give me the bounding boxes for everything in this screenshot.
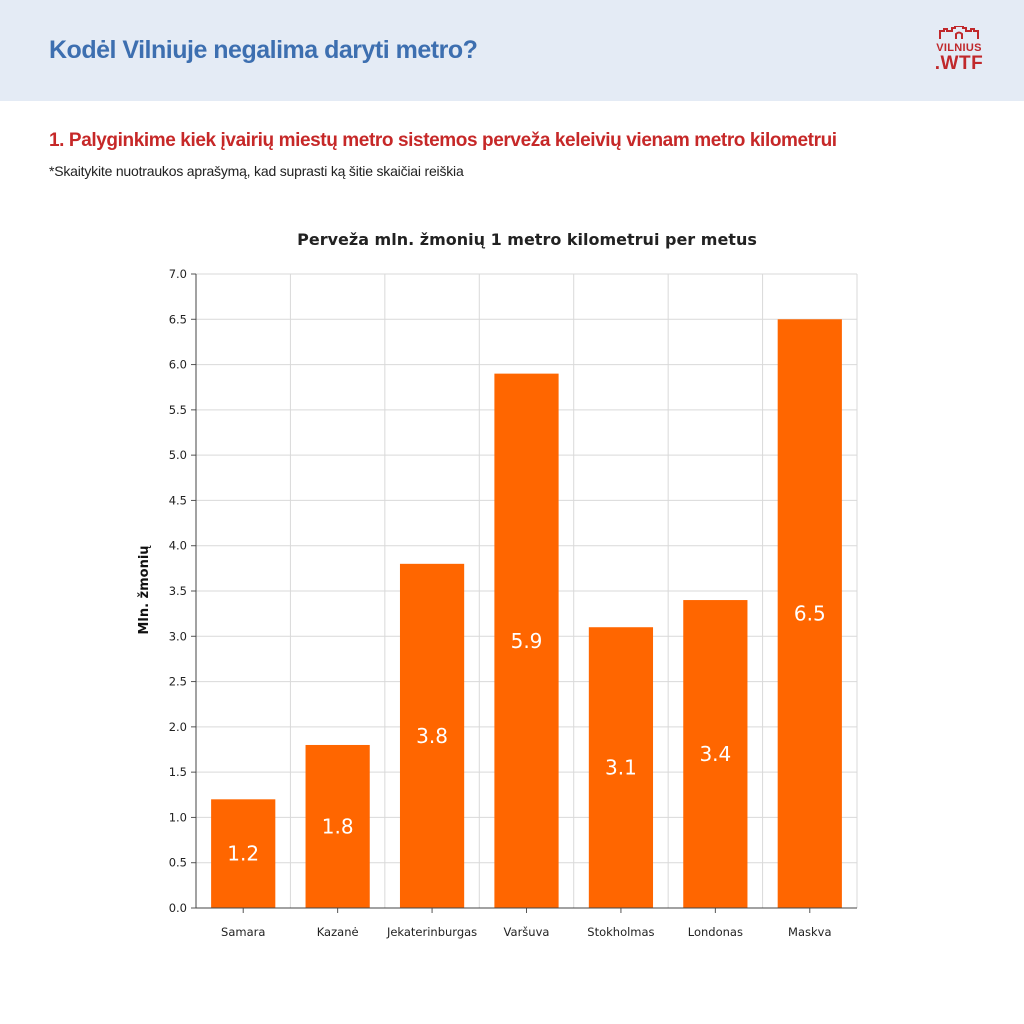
y-tick-label: 3.5: [169, 584, 187, 598]
x-tick-label: Londonas: [688, 925, 743, 939]
vilnius-wtf-logo[interactable]: VILNIUS .WTF: [928, 26, 990, 76]
bar-value-label: 3.1: [605, 756, 637, 780]
page-title: Kodėl Vilniuje negalima daryti metro?: [49, 36, 478, 64]
y-tick-label: 7.0: [169, 267, 187, 281]
x-tick-label: Varšuva: [504, 925, 550, 939]
chart-bars: 1.2 1.8 3.8 5.9 3.1 3.4 6.5: [211, 319, 842, 909]
y-tick-label: 2.0: [169, 720, 187, 734]
bar-value-label: 5.9: [511, 629, 543, 653]
y-tick-label: 6.5: [169, 312, 187, 326]
y-tick-label: 5.0: [169, 448, 187, 462]
x-tick-label: Stokholmas: [587, 925, 654, 939]
header-bar: Kodėl Vilniuje negalima daryti metro? VI…: [0, 0, 1024, 101]
chart-axes: 0.0 0.5 1.0 1.5 2.0 2.5 3.0 3.5 4.0 4.5 5.0 5.5 6.0 6…: [169, 267, 857, 939]
chart-title: Perveža mln. žmonių 1 metro kilometrui p…: [297, 230, 757, 249]
logo-text-wtf: .WTF: [934, 53, 984, 74]
bar-varšuva: [494, 373, 559, 909]
y-tick-label: 1.5: [169, 765, 187, 779]
y-tick-label: 4.5: [169, 493, 187, 507]
bar-stokholmas: [588, 627, 654, 908]
y-tick-label: 6.0: [169, 358, 187, 372]
bar-value-label: 6.5: [794, 602, 826, 626]
castle-icon: [939, 26, 979, 39]
bar-kazanė: [305, 744, 370, 908]
bar-samara: [211, 799, 276, 908]
y-tick-label: 3.0: [169, 629, 187, 643]
bar-maskva: [777, 319, 842, 908]
y-tick-label: 5.5: [169, 403, 187, 417]
bar-jekaterinburgas: [399, 563, 465, 908]
y-tick-label: 2.5: [169, 675, 187, 689]
bar-value-label: 1.8: [322, 814, 354, 838]
y-tick-label: 0.5: [169, 856, 187, 870]
bar-value-label: 3.8: [416, 724, 448, 748]
logo-text-vilnius: VILNIUS: [936, 42, 982, 54]
section-note: *Skaitykite nuotraukos aprašymą, kad sup…: [49, 163, 464, 179]
y-tick-label: 0.0: [169, 901, 187, 915]
x-tick-label: Samara: [221, 925, 265, 939]
section-heading: 1. Palyginkime kiek įvairių miestų metro…: [49, 130, 837, 151]
y-tick-label: 4.0: [169, 539, 187, 553]
bar-value-label: 3.4: [699, 742, 731, 766]
bar-londonas: [683, 600, 748, 908]
bar-value-label: 1.2: [227, 842, 259, 866]
x-tick-label: Jekaterinburgas: [386, 925, 477, 939]
x-tick-label: Kazanė: [317, 925, 359, 939]
y-axis-label: Mln. žmonių: [137, 545, 152, 635]
x-tick-label: Maskva: [788, 925, 831, 939]
y-tick-label: 1.0: [169, 810, 187, 824]
